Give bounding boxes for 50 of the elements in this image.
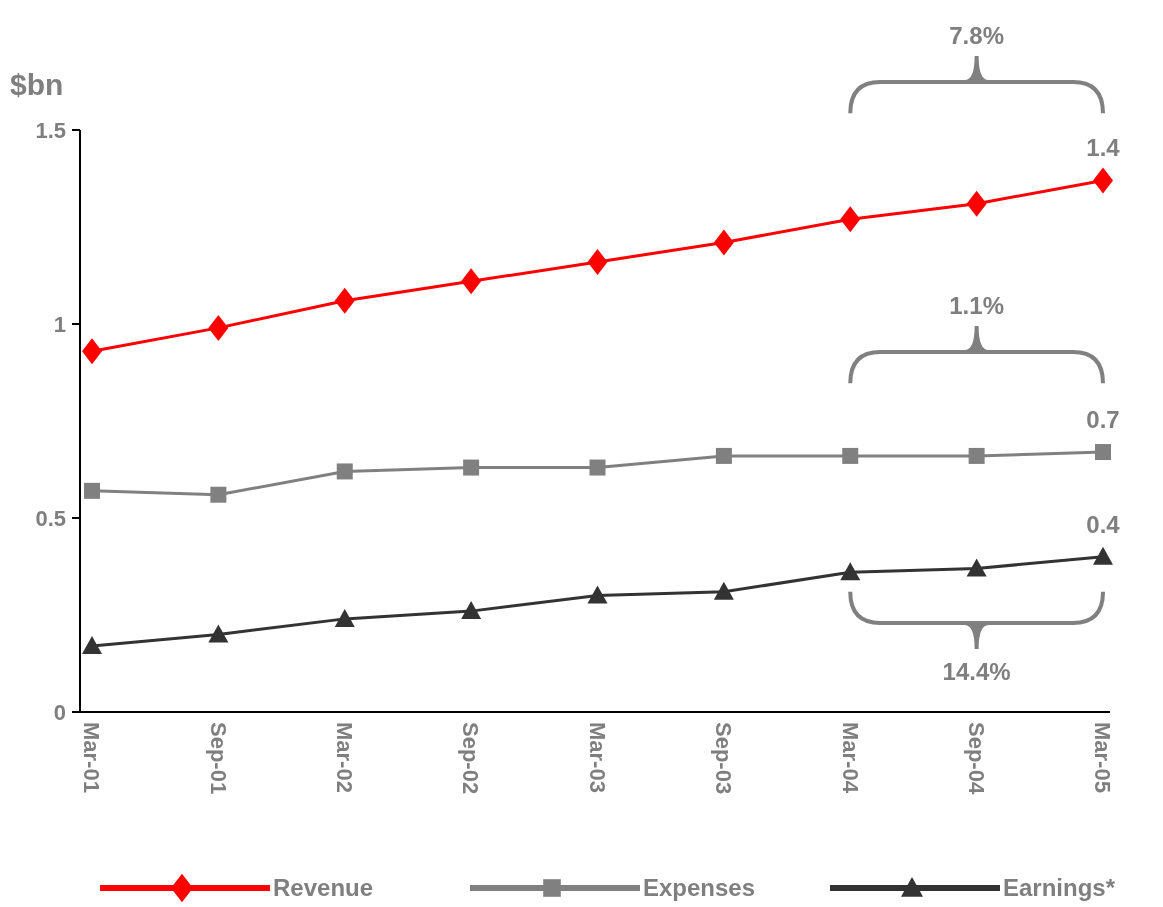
x-tick-label: Mar-02	[332, 722, 358, 793]
point	[334, 287, 355, 314]
point	[334, 608, 355, 627]
x-tick-label: Sep-03	[711, 722, 737, 795]
data-label: 0.4	[1086, 510, 1121, 538]
y-tick-label: 1.5	[35, 117, 66, 143]
x-tick-label: Sep-02	[458, 722, 484, 795]
legend-label: Expenses	[643, 874, 756, 902]
point	[82, 636, 102, 655]
point	[1093, 167, 1113, 194]
x-tick-label: Sep-01	[205, 722, 231, 795]
y-axis-title: $bn	[10, 68, 64, 101]
annotation: 1.1%	[949, 292, 1004, 319]
y-tick-label: 0	[53, 699, 66, 725]
y-tick-label: 1	[53, 311, 66, 337]
point	[966, 190, 987, 217]
x-tick-label: Mar-04	[837, 722, 863, 794]
point	[587, 585, 608, 604]
point	[715, 447, 732, 464]
point	[840, 206, 861, 233]
point	[210, 486, 227, 503]
point	[713, 581, 734, 600]
point	[968, 447, 985, 464]
x-tick-label: Mar-05	[1090, 722, 1116, 793]
point	[208, 314, 229, 341]
data-label: 1.4	[1086, 134, 1121, 162]
point	[1093, 546, 1113, 565]
x-tick-label: Mar-01	[79, 722, 105, 793]
x-tick-label: Sep-04	[963, 722, 989, 795]
text: 7.8%	[949, 22, 1004, 49]
point	[842, 447, 859, 464]
data-label: 0.7	[1086, 406, 1120, 434]
point	[461, 268, 482, 295]
point	[336, 463, 353, 480]
point	[1095, 444, 1111, 461]
point	[840, 562, 861, 581]
y-tick-label: 0.5	[35, 505, 66, 531]
point	[587, 248, 608, 275]
annotation: 14.4%	[942, 658, 1011, 686]
point	[589, 459, 606, 476]
point	[84, 482, 100, 499]
point	[208, 624, 229, 643]
point	[713, 229, 734, 256]
legend-label: Revenue	[273, 874, 374, 902]
point	[463, 459, 480, 476]
legend-label: Earnings*	[1003, 874, 1116, 902]
x-tick-label: Mar-03	[584, 722, 610, 793]
point	[966, 558, 987, 577]
point	[82, 338, 102, 365]
point	[461, 601, 482, 620]
